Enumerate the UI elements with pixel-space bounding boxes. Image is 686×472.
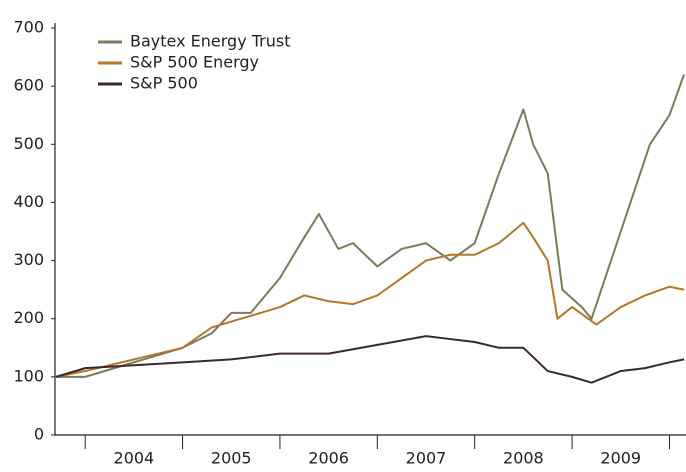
y-tick-label: 300 — [13, 250, 44, 269]
legend-label: S&P 500 — [130, 74, 198, 93]
x-tick-label: 2006 — [308, 449, 349, 468]
series-line — [55, 221, 685, 378]
x-tick-label: 2008 — [503, 449, 544, 468]
series-line — [55, 335, 685, 384]
y-tick-label: 400 — [13, 192, 44, 211]
x-tick-label: 2007 — [406, 449, 447, 468]
x-tick-label: 2009 — [600, 449, 641, 468]
series-line — [55, 74, 685, 378]
y-tick-label: 0 — [34, 425, 44, 444]
y-tick-label: 600 — [13, 76, 44, 95]
y-tick-label: 200 — [13, 308, 44, 327]
legend-label: S&P 500 Energy — [130, 53, 259, 72]
y-tick-label: 100 — [13, 366, 44, 385]
x-tick-label: 2005 — [211, 449, 252, 468]
y-tick-label: 500 — [13, 134, 44, 153]
x-tick-label: 2004 — [114, 449, 155, 468]
legend-label: Baytex Energy Trust — [130, 32, 291, 51]
y-tick-label: 700 — [13, 18, 44, 37]
